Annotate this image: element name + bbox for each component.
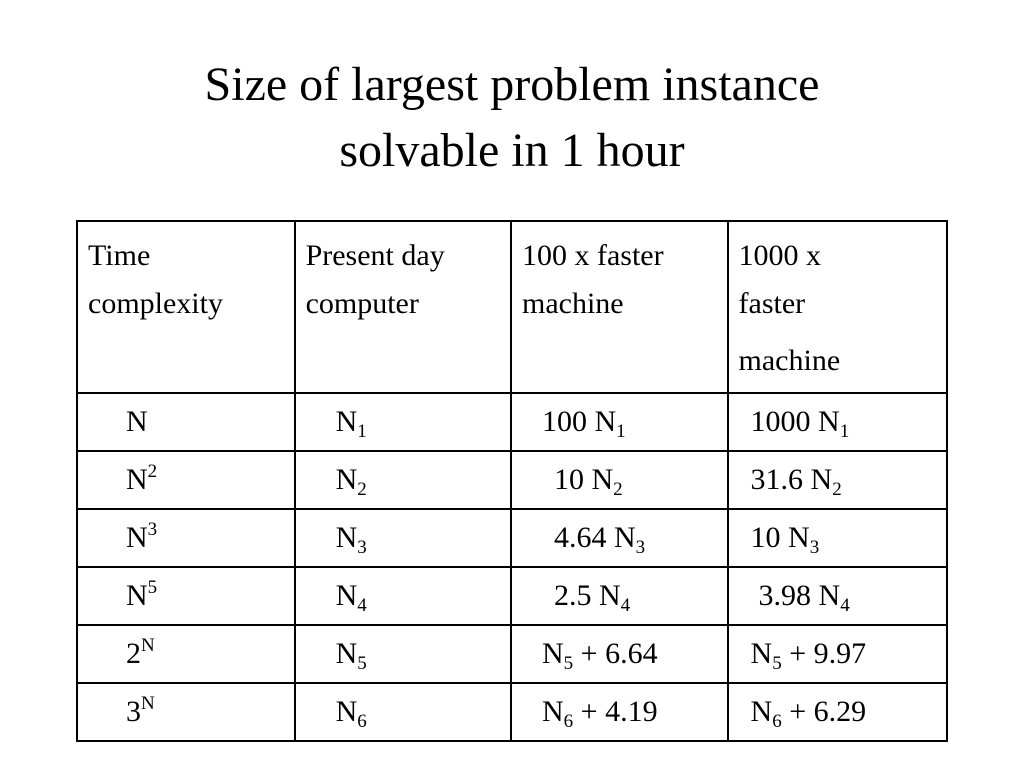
header-text: Time [88,239,151,272]
cell-1000x: 31.6 N2 [726,450,949,510]
header-present-day: Present day computer [293,220,512,394]
cell-100x: N5 + 6.64 [509,624,729,684]
slide-title-line-1: Size of largest problem instance [204,58,820,111]
cell-100x: 10 N2 [509,450,729,510]
header-text: machine [738,344,841,377]
header-text: machine [521,287,624,320]
header-time-complexity: Time complexity [76,220,296,394]
cell-present: N5 [293,624,512,684]
header-1000x-faster: 1000 x faster machine [726,220,949,394]
cell-complexity: N2 [76,450,296,510]
cell-present: N4 [293,566,512,626]
table-row: N3 N3 4.64 N3 10 N3 [76,508,949,568]
header-text: complexity [88,287,223,320]
header-text: Present day [305,239,445,272]
header-text: 100 x faster [521,239,664,272]
header-text: computer [305,287,419,320]
cell-complexity: N5 [76,566,296,626]
slide-title: Size of largest problem instance solvabl… [0,52,1024,184]
cell-100x: 2.5 N4 [509,566,729,626]
table-row: N N1 100 N1 1000 N1 [76,392,949,452]
cell-1000x: 10 N3 [726,508,949,568]
cell-complexity: 2N [76,624,296,684]
cell-1000x: N6 + 6.29 [726,682,949,742]
header-text: faster [738,287,806,320]
cell-complexity: 3N [76,682,296,742]
cell-present: N2 [293,450,512,510]
cell-present: N6 [293,682,512,742]
slide-title-line-2: solvable in 1 hour [339,124,685,177]
table-row: N5 N4 2.5 N4 3.98 N4 [76,566,949,626]
complexity-table: Time complexity Present day computer 100… [76,220,949,742]
cell-100x: N6 + 4.19 [509,682,729,742]
table-row: 2N N5 N5 + 6.64 N5 + 9.97 [76,624,949,684]
cell-complexity: N3 [76,508,296,568]
cell-100x: 100 N1 [509,392,729,452]
cell-1000x: N5 + 9.97 [726,624,949,684]
cell-100x: 4.64 N3 [509,508,729,568]
header-text: 1000 x [738,239,822,272]
table-row: 3N N6 N6 + 4.19 N6 + 6.29 [76,682,949,742]
cell-present: N3 [293,508,512,568]
cell-1000x: 1000 N1 [726,392,949,452]
header-100x-faster: 100 x faster machine [509,220,729,394]
cell-present: N1 [293,392,512,452]
table-row: N2 N2 10 N2 31.6 N2 [76,450,949,510]
cell-1000x: 3.98 N4 [726,566,949,626]
cell-complexity: N [76,392,296,452]
header-row: Time complexity Present day computer 100… [76,220,949,394]
